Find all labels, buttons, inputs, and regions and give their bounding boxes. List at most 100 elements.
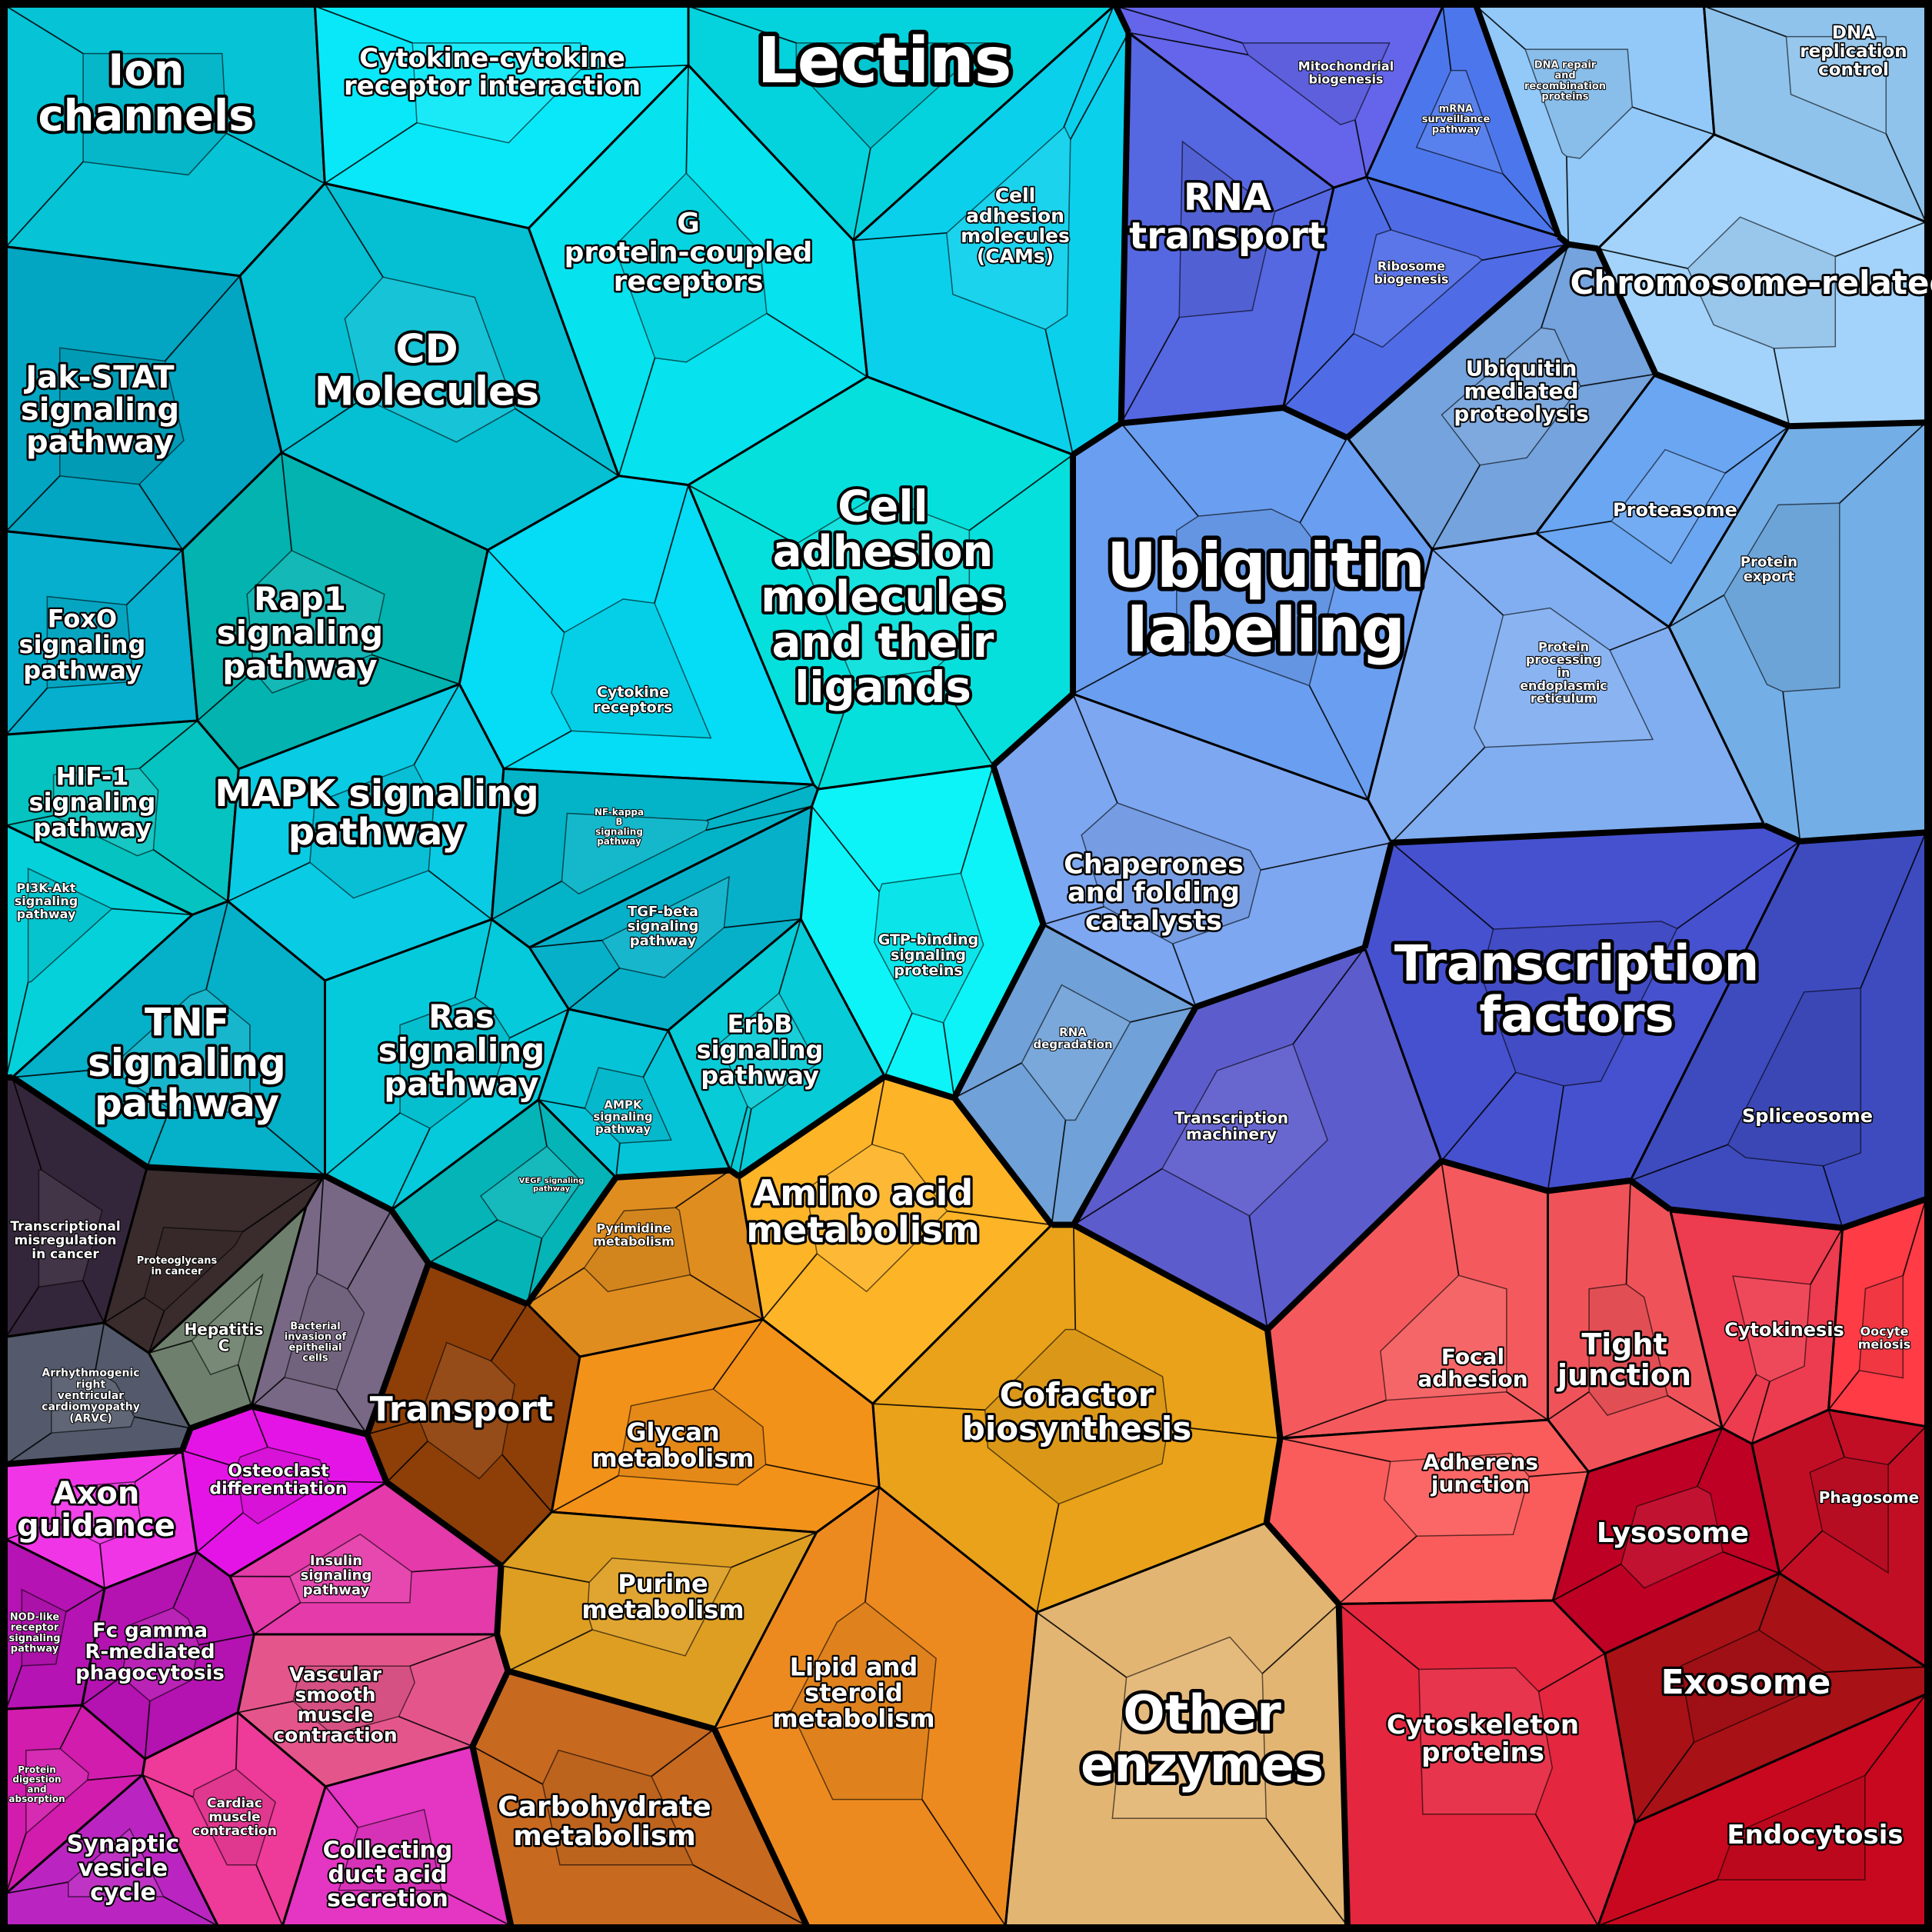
cell-subdivisions-cofactor-biosynthesis [872,1224,1281,1613]
label-cofactor-biosynthesis: Cofactor biosynthesis [962,1375,1191,1447]
label-mapk-signaling-pathway: MAPK signaling pathway [215,772,538,854]
label-focal-adhesion: Focal adhesion [1417,1344,1527,1391]
cell-facet-proteasome [1611,448,1727,565]
cell-subdivisions-hepatitis-c [148,1340,253,1407]
cell-facet-cytokine-cytokine-receptor-interaction [411,42,581,144]
cell-subdivisions-dna-repair-and-recombination-proteins [1476,5,1715,245]
cell-facet-purine-metabolism [587,1557,732,1657]
cell-subdivisions-tgf-beta-signaling-pathway [529,918,801,1010]
label-fc-gamma-r-mediated-phagocytosis: Fc gamma R-mediated phagocytosis [75,1619,225,1684]
cell-subdivisions-ubiquitin-mediated-proteolysis [1431,244,1656,550]
label-tgf-beta-signaling-pathway: TGF-beta signaling pathway [628,904,699,949]
cell-subdivisions-transport [367,1304,552,1513]
cell-facet-chromosome-related [1687,216,1837,349]
label-bacterial-invasion-of-epithelial-cells: Bacterial invasion of epithelial cells [285,1321,347,1364]
label-amino-acid-metabolism: Amino acid metabolism [746,1171,980,1250]
cell-subdivisions-erbb-signaling-pathway [729,918,802,1177]
cell-facet-foxo-signaling-pathway [46,595,135,689]
label-ubiquitin-labeling: Ubiquitin labeling [1107,530,1425,666]
cell-facet-cytoskeleton-proteins [1418,1667,1554,1815]
cell-subdivisions-rna-degradation [954,1006,1197,1225]
cell-facet-ubiquitin-mediated-proteolysis [1441,327,1581,466]
cell-subdivisions-ras-signaling-pathway [324,919,569,1211]
label-pyrimidine-metabolism: Pyrimidine metabolism [593,1221,675,1248]
label-cytokine-receptors: Cytokine receptors [594,684,673,716]
cell-facet-osteoclast-differentiation [235,1446,329,1524]
cell-subdivisions-hif-1-signaling-pathway [5,720,228,902]
cell-facet-pyrimidine-metabolism [583,1207,691,1293]
cell-subdivisions-purine-metabolism [501,1531,818,1672]
label-jak-stat-signaling-pathway: Jak-STAT signaling pathway [21,360,179,460]
label-endocytosis: Endocytosis [1727,1820,1903,1850]
cell-facet-nf-kappa-b-signaling-pathway [561,812,710,895]
cell-subdivisions-collecting-duct-acid-secretion [325,1786,511,1927]
cell-facet-hif-1-signaling-pathway [52,768,159,857]
cell-facet-cytokinesis [1732,1275,1811,1383]
label-gtp-binding-signaling-proteins: GTP-binding signaling proteins [878,931,979,979]
cell-subdivisions-carbohydrate-metabolism [471,1728,808,1927]
label-tight-junction: Tight junction [1556,1327,1691,1392]
cell-subdivisions-lipid-and-steroid-metabolism [714,1487,1007,1927]
cell-facet-lysosome [1620,1485,1724,1589]
label-rap1-signaling-pathway: Rap1 signaling pathway [217,579,383,685]
label-oocyte-meiosis: Oocyte meiosis [1858,1324,1911,1351]
label-glycan-metabolism: Glycan metabolism [591,1417,754,1473]
cell-subdivisions-rap1-signaling-pathway [197,452,460,721]
cell-facet-transcriptional-misregulation-in-cancer [38,1169,103,1288]
cell-facet-transcription-factors [1481,921,1678,1087]
cell-subdivisions-ubiquitin-labeling [1072,422,1369,801]
label-cytokinesis: Cytokinesis [1724,1319,1844,1341]
cell-facet-hepatitis-c [191,1273,264,1376]
cell-subdivisions-adherens-junction [1280,1437,1589,1605]
cell-facet-oocyte-meiosis [1858,1274,1904,1379]
label-dna-repair-and-recombination-proteins: DNA repair and recombination proteins [1524,59,1606,102]
cell-facet-axon-guidance [55,1481,142,1545]
label-erbb-signaling-pathway: ErbB signaling pathway [697,1009,824,1090]
cell-facet-transport [418,1341,516,1480]
label-spliceosome: Spliceosome [1742,1105,1873,1127]
label-synaptic-vesicle-cycle: Synaptic vesicle cycle [67,1830,180,1906]
cell-subdivisions-phagosome [1778,1409,1927,1574]
cell-facet-other-enzymes [1111,1636,1267,1820]
cell-facet-vascular-smooth-muscle-contraction [292,1665,416,1736]
cell-facet-mrna-surveillance-pathway [1415,69,1504,175]
label-other-enzymes: Other enzymes [1081,1685,1324,1794]
label-cell-adhesion-molecules-and-their-ligands: Cell adhesion molecules and their ligands [761,482,1005,713]
cell-subdivisions-spliceosome [1630,832,1927,1228]
cell-facet-cell-adhesion-molecules-cams [946,127,1071,331]
cell-subdivisions-rna-transport [1120,187,1334,424]
label-exosome: Exosome [1661,1663,1831,1702]
label-axon-guidance: Axon guidance [17,1476,175,1544]
cell-subdivisions-ion-channels [5,5,325,248]
cell-facet-insulin-signaling-pathway [288,1533,412,1604]
cell-facet-ribosome-biogenesis [1353,229,1484,348]
cell-facet-g-protein-coupled-receptors [613,172,768,363]
cell-facet-pi3k-akt-signaling-pathway [27,868,113,983]
label-chaperones-and-folding-catalysts: Chaperones and folding catalysts [1064,849,1244,937]
cell-subdivisions-pi3k-akt-signaling-pathway [5,908,193,1078]
cell-subdivisions-proteasome [1536,425,1790,535]
cell-subdivisions-endocytosis [1597,1694,1927,1927]
cell-subdivisions-cytokine-cytokine-receptor-interaction [315,5,689,185]
cell-facet-proteoglycans-in-cancer [143,1227,244,1312]
cell-subdivisions-vegf-signaling-pathway [428,1099,548,1304]
cell-subdivisions-protein-digestion-and-absorption [5,1704,143,1894]
cell-facet-rna-degradation [1021,984,1131,1121]
cell-facet-arrhythmogenic-right-ventricular-cardiomyopathy-arvc [51,1368,135,1434]
cell-subdivisions-foxo-signaling-pathway [5,549,183,735]
cell-subdivisions-dna-replication-control [1704,5,1927,223]
label-nod-like-receptor-signaling-pathway: NOD-like receptor signaling pathway [9,1611,61,1654]
cell-subdivisions-mapk-signaling-pathway [227,684,492,921]
cell-facet-gtp-binding-signaling-proteins [874,872,984,1024]
cell-subdivisions-nf-kappa-b-signaling-pathway [491,784,814,921]
cell-facet-tnf-signaling-pathway [108,988,251,1114]
cell-subdivisions-mrna-surveillance-pathway [1442,5,1560,237]
label-cd-molecules: CD Molecules [315,327,539,415]
label-proteasome: Proteasome [1613,499,1737,521]
cell-facet-dna-replication-control [1785,35,1887,135]
cell-subdivisions-exosome [1634,1573,1927,1824]
